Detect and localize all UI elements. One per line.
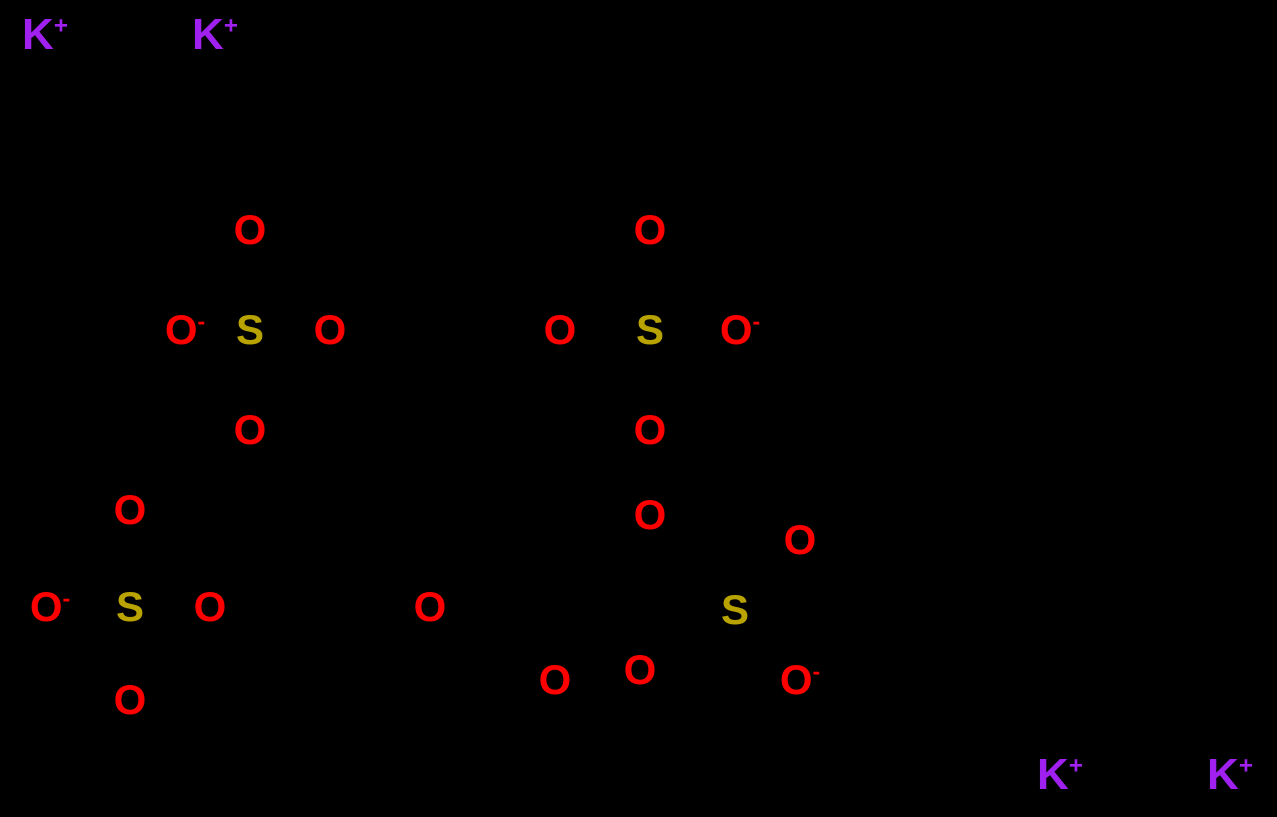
atom-Oa: O [234,209,267,251]
atom-Og: O [634,209,667,251]
atom-Ominus3: O- [720,309,760,351]
atom-Ol: O [624,649,657,691]
atom-K: K+ [192,13,238,57]
atom-Oi: O [634,409,667,451]
atom-Oc: O [234,409,267,451]
atom-Of: O [114,679,147,721]
atom-S2: S [116,586,144,628]
atom-Ominus4: O- [780,659,820,701]
atom-K: K+ [1037,753,1083,797]
atom-S4: S [721,589,749,631]
atom-K: K+ [22,13,68,57]
atom-S1: S [236,309,264,351]
atom-Ominus2: O- [30,586,70,628]
atom-O_b: O [314,309,347,351]
atom-Od: O [114,489,147,531]
atom-Oe: O [194,586,227,628]
atom-S3: S [636,309,664,351]
atom-K: K+ [1207,753,1253,797]
atom-Ominus1: O- [165,309,205,351]
atom-Oj: O [634,494,667,536]
atom-Oring: O [414,586,447,628]
molecule-diagram: OO-SOOOO-SOOOOOSO-OOOSOO-OK+K+K+K+ [0,0,1277,817]
atom-Ok: O [784,519,817,561]
atom-Odown: O [539,659,572,701]
atom-Oh: O [544,309,577,351]
